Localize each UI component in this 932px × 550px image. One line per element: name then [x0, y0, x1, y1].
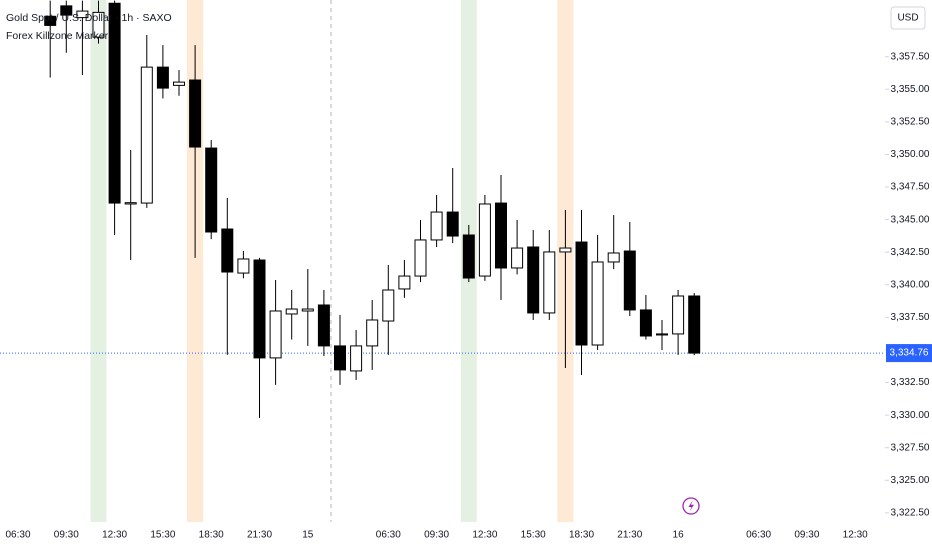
candle-body — [124, 202, 137, 205]
y-tick-label: 3,347.50 — [891, 182, 930, 193]
chart-title: Gold Spot / U.S. Dollar · 1h · SAXO — [6, 12, 172, 24]
candle-body — [656, 333, 668, 336]
x-tick-label: 21:30 — [617, 530, 642, 541]
x-tick-label: 09:30 — [54, 530, 79, 541]
candle-body — [92, 11, 105, 38]
x-tick-label: 12:30 — [472, 530, 497, 541]
candle-body — [446, 211, 459, 237]
candle-body — [543, 251, 556, 314]
x-tick-label: 21:30 — [247, 530, 272, 541]
x-tick-label: 15:30 — [521, 530, 546, 541]
candle-body — [382, 289, 395, 322]
x-tick-label: 15:30 — [150, 530, 175, 541]
candle-body — [108, 2, 121, 204]
x-tick-label: 12:30 — [102, 530, 127, 541]
y-tick-label: 3,337.50 — [891, 312, 930, 323]
candle-body — [495, 202, 507, 269]
x-tick-label: 06:30 — [376, 530, 401, 541]
y-tick-label: 3,332.50 — [891, 377, 930, 388]
candle-body — [60, 5, 73, 16]
price-axis — [885, 0, 932, 550]
candle-layer — [0, 0, 885, 418]
y-tick-label: 3,357.50 — [891, 51, 930, 62]
y-tick-label: 3,325.00 — [891, 475, 930, 486]
y-tick-label: 3,322.50 — [891, 508, 930, 519]
x-tick-label: 18:30 — [569, 530, 594, 541]
candle-body — [44, 15, 57, 26]
y-tick-label: 3,355.00 — [891, 84, 930, 95]
x-tick-label: 09:30 — [424, 530, 449, 541]
candle-body — [462, 234, 475, 279]
last-price-label: 3,334.76 — [890, 348, 929, 359]
candle-body — [140, 66, 153, 204]
candle-body — [285, 308, 298, 315]
x-tick-label: 06:30 — [746, 530, 771, 541]
x-tick-label: 12:30 — [843, 530, 868, 541]
x-tick-label: 18:30 — [199, 530, 224, 541]
candle-body — [221, 228, 234, 273]
x-tick-label: 15 — [302, 530, 314, 541]
candle-body — [366, 319, 379, 347]
candle-body — [189, 79, 202, 148]
currency-box[interactable] — [890, 6, 926, 30]
last-price-box — [886, 344, 932, 363]
candle-body — [414, 239, 427, 277]
candle-body — [237, 258, 250, 274]
candle-body — [334, 345, 346, 371]
y-tick-label: 3,345.00 — [891, 214, 930, 225]
y-tick-label: 3,330.00 — [891, 410, 930, 421]
currency: USD — [897, 13, 918, 24]
candle-body — [607, 252, 620, 263]
y-tick-label: 3,350.00 — [891, 149, 930, 160]
x-tick-label: 06:30 — [5, 530, 30, 541]
candle-body — [156, 66, 169, 89]
candle-body — [76, 10, 89, 19]
candle-body — [688, 295, 701, 354]
candle-body — [317, 304, 330, 347]
axis-layer: 3,322.50 3,325.00 3,327.50 3,330.00 3,332.50… — [5, 51, 932, 541]
candle-body — [398, 275, 411, 290]
x-tick-label: 09:30 — [794, 530, 819, 541]
candle-body — [575, 241, 588, 346]
x-tick-label: 16 — [673, 530, 685, 541]
candle-body — [623, 250, 636, 311]
candle-body — [173, 81, 185, 86]
candle-body — [639, 309, 652, 337]
candle-body — [430, 211, 443, 241]
candle-body — [269, 310, 282, 359]
candle-body — [511, 247, 524, 269]
candle-body — [672, 295, 685, 335]
y-tick-label: 3,327.50 — [891, 442, 930, 453]
candle-body — [205, 147, 218, 233]
y-tick-label: 3,352.50 — [891, 117, 930, 128]
lightning-icon — [688, 500, 694, 512]
candle-body — [591, 261, 604, 346]
candle-body — [350, 345, 363, 372]
candle-body — [253, 259, 266, 359]
candle-body — [301, 308, 314, 312]
candle-body — [478, 203, 491, 277]
candle-body — [559, 247, 572, 253]
killzone — [90, 0, 107, 522]
y-tick-label: 3,340.00 — [891, 279, 930, 290]
indicator-name: Forex Killzone Marker — [6, 30, 109, 42]
y-tick-label: 3,342.50 — [891, 247, 930, 258]
candle-body — [527, 246, 540, 314]
